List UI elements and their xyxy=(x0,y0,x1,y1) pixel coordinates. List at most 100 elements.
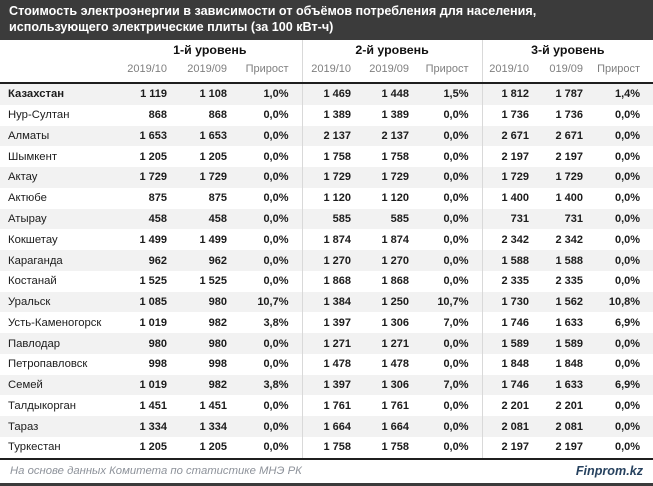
brand-logo: Finprom.kz xyxy=(575,464,643,479)
price-cell: 2 137 xyxy=(301,125,365,147)
growth-cell: 0,0% xyxy=(443,109,469,122)
growth-cell: 0,0% xyxy=(443,171,469,184)
growth-cell: 0,0% xyxy=(263,420,289,433)
price-cell: 1 205 xyxy=(139,441,167,454)
price-cell: 1 334 xyxy=(199,420,227,433)
source-note: На основе данных Комитета по статистике … xyxy=(10,465,302,478)
price-cell: 2 197 xyxy=(555,441,584,454)
group-header-level1: 1-й уровень xyxy=(173,43,247,57)
price-cell: 1 478 xyxy=(381,358,410,371)
growth-cell: 0,0% xyxy=(614,233,641,246)
price-cell: 1 736 xyxy=(555,109,584,122)
price-cell: 1 633 xyxy=(555,316,584,329)
growth-cell: 6,9% xyxy=(614,379,641,392)
growth-cell: 0,0% xyxy=(263,171,289,184)
price-cell: 2 335 xyxy=(555,275,584,288)
price-cell: 1 205 xyxy=(139,150,167,163)
table-row: Тараз 1 334 1 334 0,0% 1 664 1 664 0,0% 2 081 2 … xyxy=(0,416,653,438)
col-header-period: 019/09 xyxy=(542,60,597,84)
price-cell: 1 729 xyxy=(381,171,410,184)
price-cell: 980 xyxy=(148,337,167,350)
price-cell: 1 271 xyxy=(301,333,365,354)
region-name-cell: Уральск xyxy=(8,296,51,309)
table-row: Алматы 1 653 1 653 0,0% 2 137 2 137 0,0% 2 671 2… xyxy=(0,125,653,147)
price-cell: 1 397 xyxy=(301,312,365,334)
price-cell: 1 120 xyxy=(301,187,365,209)
growth-cell: 0,0% xyxy=(443,212,469,225)
growth-cell: 0,0% xyxy=(443,129,469,142)
growth-cell: 0,0% xyxy=(443,337,469,350)
price-cell: 980 xyxy=(208,337,227,350)
price-cell: 2 081 xyxy=(481,416,543,438)
price-cell: 1 633 xyxy=(555,379,584,392)
price-cell: 731 xyxy=(564,212,584,225)
price-cell: 2 197 xyxy=(481,437,543,459)
region-name-cell: Костанай xyxy=(8,275,57,288)
table-row: Павлодар 980 980 0,0% 1 271 1 271 0,0% 1 589 1 5… xyxy=(0,333,653,354)
growth-cell: 0,0% xyxy=(614,171,641,184)
price-cell: 1 588 xyxy=(555,254,584,267)
growth-cell: 0,0% xyxy=(443,399,469,412)
price-cell: 1 730 xyxy=(481,291,543,313)
price-cell: 2 201 xyxy=(555,399,584,412)
price-cell: 2 197 xyxy=(481,146,543,168)
growth-cell: 0,0% xyxy=(263,441,289,454)
price-cell: 1 736 xyxy=(481,104,543,126)
footer: На основе данных Комитета по статистике … xyxy=(0,459,653,486)
price-cell: 2 671 xyxy=(555,129,584,142)
growth-cell: 0,0% xyxy=(614,358,641,371)
col-header-growth: Прирост xyxy=(422,60,483,84)
price-cell: 1 729 xyxy=(199,171,227,184)
region-name-cell: Туркестан xyxy=(8,441,61,454)
price-cell: 1 874 xyxy=(381,233,410,246)
price-cell: 1 562 xyxy=(555,296,584,309)
price-cell: 1 589 xyxy=(555,337,584,350)
price-cell: 1 448 xyxy=(381,88,410,101)
price-cell: 2 081 xyxy=(555,420,584,433)
table-row: Шымкент 1 205 1 205 0,0% 1 758 1 758 0,0% 2 197… xyxy=(0,146,653,168)
region-name-cell: Казахстан xyxy=(8,88,65,101)
price-cell: 1 019 xyxy=(139,316,167,329)
growth-cell: 0,0% xyxy=(614,109,641,122)
growth-cell: 1,5% xyxy=(443,88,469,101)
price-cell: 1 108 xyxy=(199,88,227,101)
growth-cell: 0,0% xyxy=(263,129,289,142)
price-cell: 1 812 xyxy=(481,83,543,105)
growth-cell: 10,7% xyxy=(437,296,469,309)
price-cell: 1 653 xyxy=(199,129,227,142)
electricity-price-table: 1-й уровень 2-й уровень 3-й уровень 2019… xyxy=(0,40,653,460)
price-cell: 1 334 xyxy=(139,420,167,433)
price-cell: 1 758 xyxy=(301,437,365,459)
col-header-growth: Прирост xyxy=(596,60,653,84)
price-cell: 1 205 xyxy=(199,150,227,163)
table-body: Казахстан 1 119 1 108 1,0% 1 469 1 448 1,5% 1 8… xyxy=(0,83,653,459)
price-cell: 875 xyxy=(148,192,167,205)
price-cell: 1 389 xyxy=(381,109,410,122)
price-cell: 1 664 xyxy=(301,416,365,438)
table-row: Актюбе 875 875 0,0% 1 120 1 120 0,0% 1 400 1 400… xyxy=(0,187,653,209)
price-cell: 1 389 xyxy=(301,104,365,126)
growth-cell: 0,0% xyxy=(443,441,469,454)
region-name-cell: Нур-Султан xyxy=(8,109,70,122)
growth-cell: 0,0% xyxy=(263,399,289,412)
price-cell: 1 205 xyxy=(199,441,227,454)
region-name-cell: Тараз xyxy=(8,420,39,433)
price-cell: 1 868 xyxy=(381,275,410,288)
growth-cell: 0,0% xyxy=(614,337,641,350)
growth-cell: 10,8% xyxy=(608,296,641,309)
region-name-cell: Шымкент xyxy=(8,150,58,163)
chart-title: Стоимость электроэнергии в зависимости о… xyxy=(0,0,653,40)
price-cell: 1 499 xyxy=(199,233,227,246)
price-cell: 868 xyxy=(208,109,227,122)
price-cell: 1 589 xyxy=(481,333,543,354)
region-name-cell: Актюбе xyxy=(8,192,47,205)
price-cell: 1 761 xyxy=(381,399,410,412)
growth-cell: 0,0% xyxy=(443,233,469,246)
col-header-period: 2019/10 xyxy=(118,60,180,84)
growth-cell: 0,0% xyxy=(614,150,641,163)
price-cell: 1 848 xyxy=(481,353,543,375)
region-name-cell: Усть-Каменогорск xyxy=(8,316,102,329)
price-cell: 868 xyxy=(148,109,167,122)
price-cell: 1 758 xyxy=(381,150,410,163)
chart-title-line2: использующего электрические плиты (за 10… xyxy=(9,20,334,34)
